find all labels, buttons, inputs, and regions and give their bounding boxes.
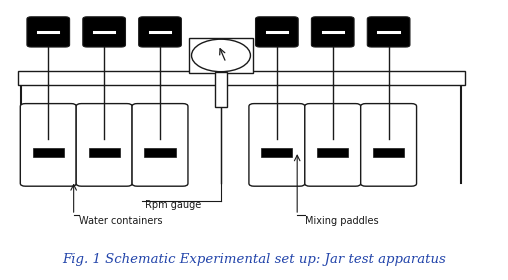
Bar bbox=[144, 148, 176, 157]
Bar bbox=[18, 71, 465, 85]
FancyBboxPatch shape bbox=[83, 17, 125, 47]
FancyBboxPatch shape bbox=[20, 104, 76, 186]
Text: Mixing paddles: Mixing paddles bbox=[305, 216, 378, 226]
Bar bbox=[215, 72, 227, 107]
FancyBboxPatch shape bbox=[132, 104, 188, 186]
FancyBboxPatch shape bbox=[361, 104, 417, 186]
FancyBboxPatch shape bbox=[305, 104, 361, 186]
Bar bbox=[33, 148, 64, 157]
FancyBboxPatch shape bbox=[27, 17, 70, 47]
FancyBboxPatch shape bbox=[311, 17, 354, 47]
Text: Fig. 1 Schematic Experimental set up: Jar test apparatus: Fig. 1 Schematic Experimental set up: Ja… bbox=[62, 253, 446, 265]
FancyBboxPatch shape bbox=[249, 104, 305, 186]
FancyBboxPatch shape bbox=[256, 17, 298, 47]
Bar bbox=[317, 148, 348, 157]
Text: Water containers: Water containers bbox=[79, 216, 162, 226]
Bar bbox=[88, 148, 120, 157]
Bar bbox=[189, 38, 253, 73]
Text: Rpm gauge: Rpm gauge bbox=[145, 200, 201, 210]
Bar bbox=[373, 148, 404, 157]
Bar bbox=[261, 148, 293, 157]
FancyBboxPatch shape bbox=[139, 17, 181, 47]
FancyBboxPatch shape bbox=[76, 104, 132, 186]
FancyBboxPatch shape bbox=[367, 17, 410, 47]
